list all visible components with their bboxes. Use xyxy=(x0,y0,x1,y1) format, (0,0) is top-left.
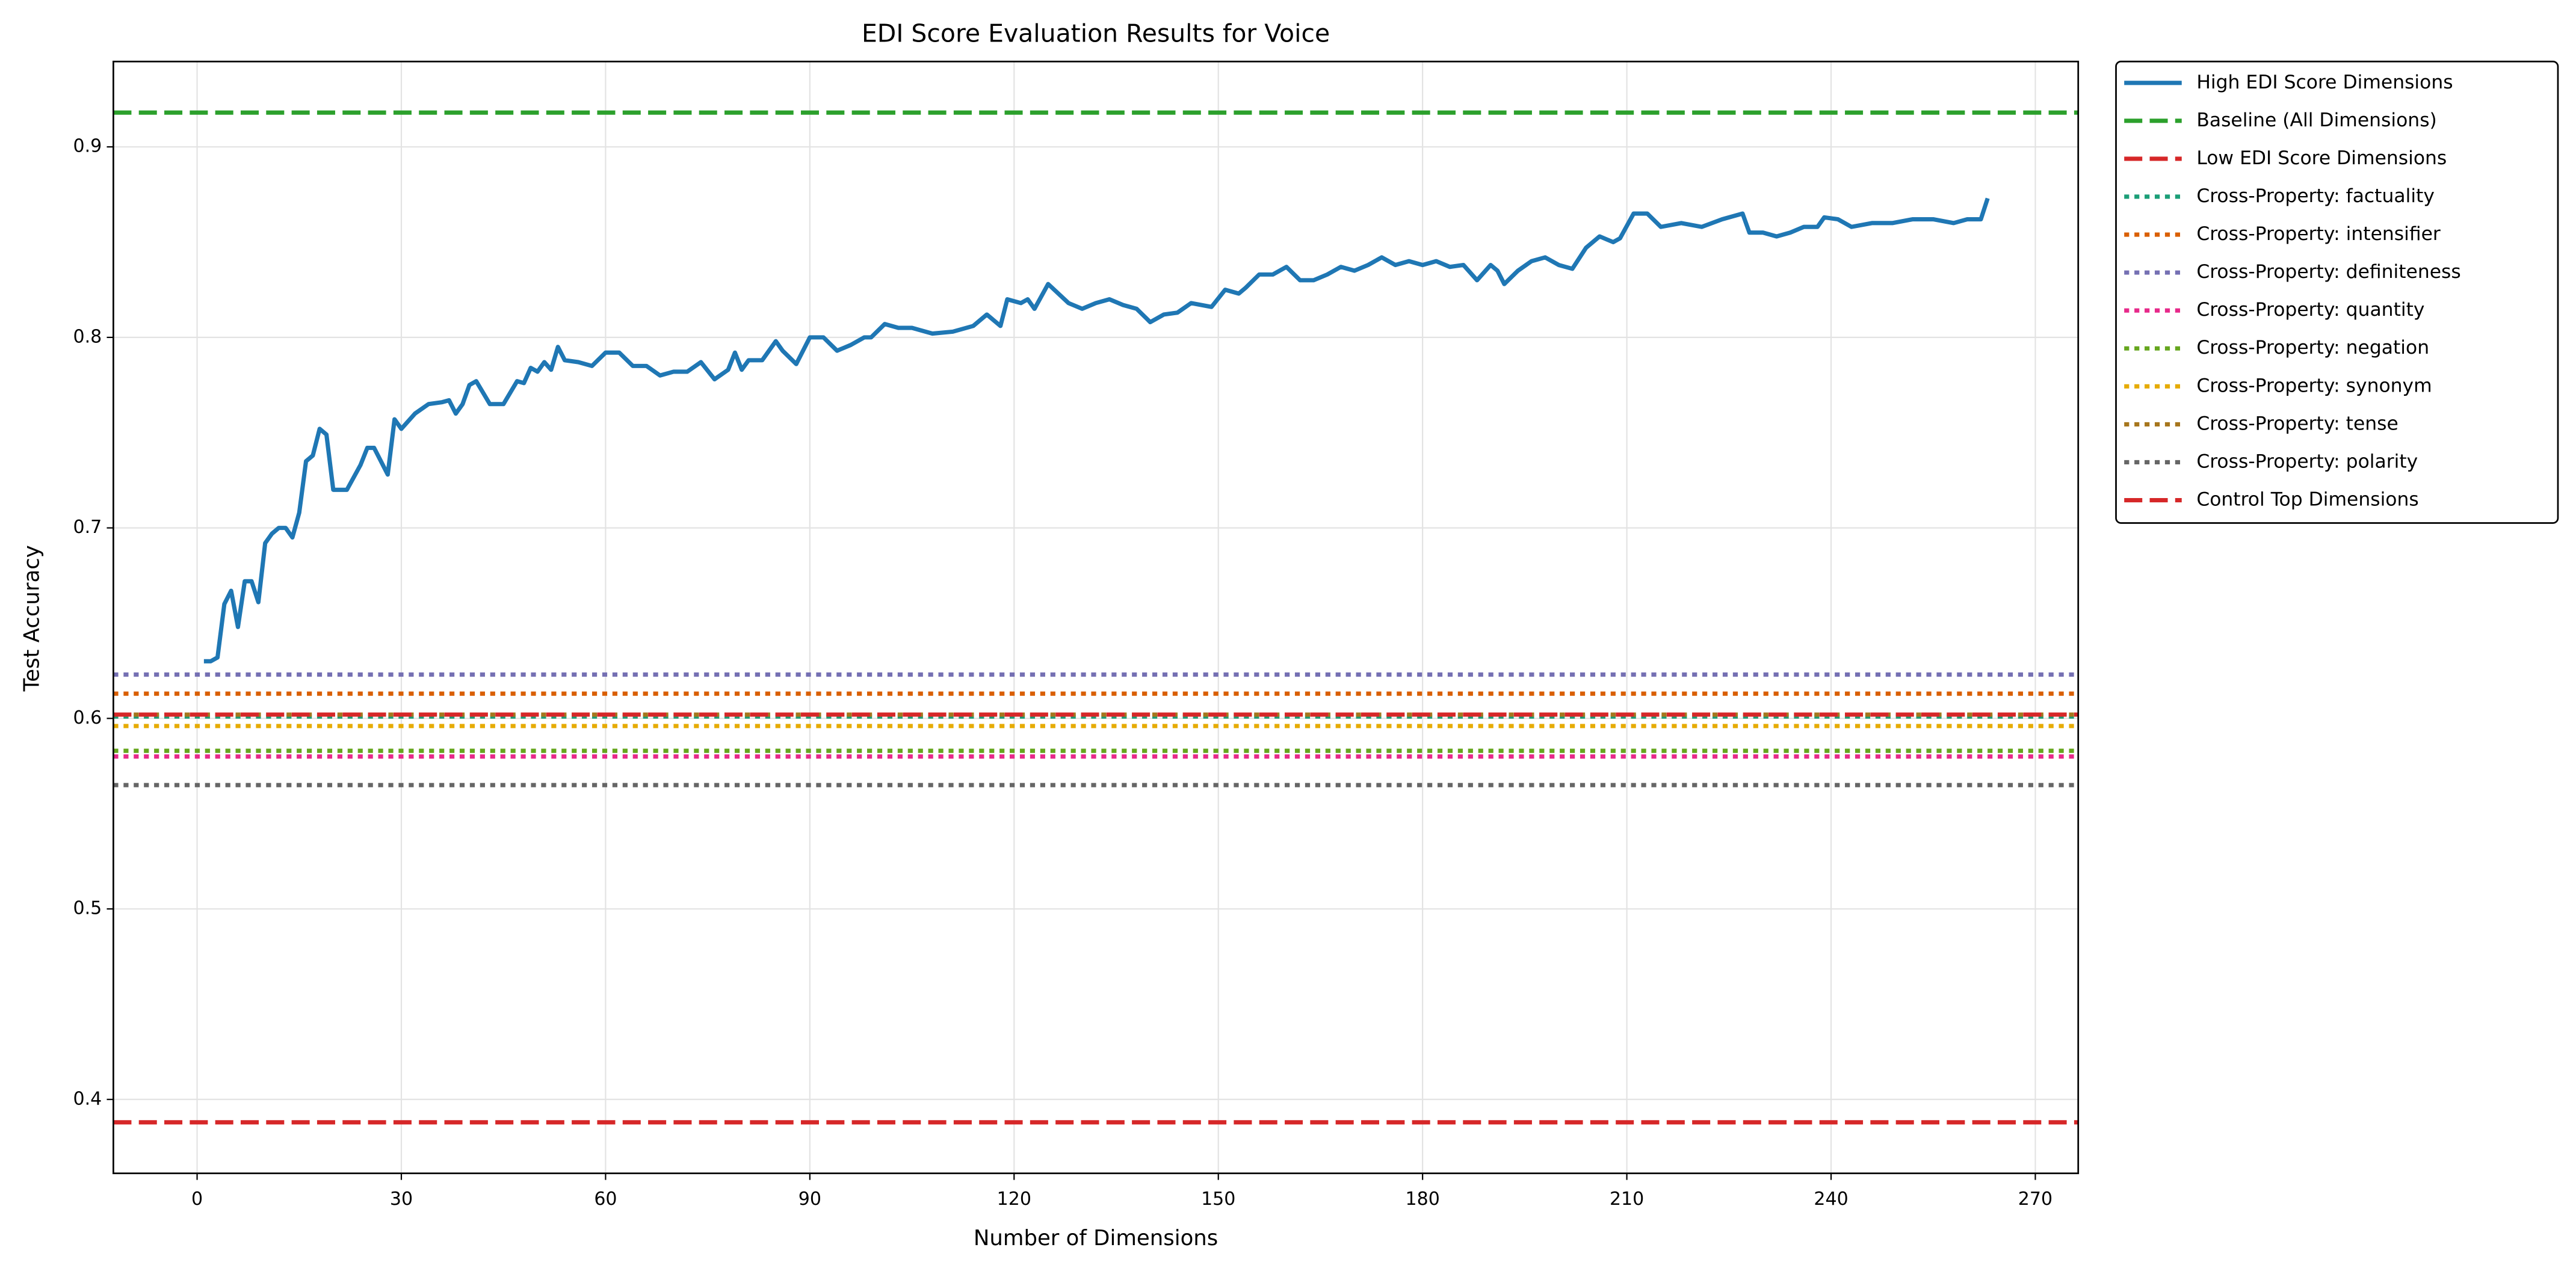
x-tick-label: 30 xyxy=(390,1189,413,1210)
x-tick-label: 150 xyxy=(1201,1189,1235,1210)
legend-label: Baseline (All Dimensions) xyxy=(2196,109,2436,131)
x-tick-label: 240 xyxy=(1814,1189,1848,1210)
plot-frame xyxy=(113,60,2080,1175)
legend-label: Cross-Property: intensifier xyxy=(2196,223,2441,245)
y-axis-label: Test Accuracy xyxy=(20,545,45,692)
y-tick-label: 0.8 xyxy=(73,326,102,347)
legend-label: Cross-Property: synonym xyxy=(2196,375,2432,396)
chart-title: EDI Score Evaluation Results for Voice xyxy=(862,19,1330,48)
legend-label: Cross-Property: tense xyxy=(2196,413,2398,434)
legend-label: High EDI Score Dimensions xyxy=(2196,72,2453,93)
y-tick-label: 0.5 xyxy=(73,898,102,919)
legend-box xyxy=(2115,60,2559,524)
legend-label: Cross-Property: quantity xyxy=(2196,299,2424,321)
y-tick-label: 0.9 xyxy=(73,136,102,157)
x-tick-label: 180 xyxy=(1406,1189,1440,1210)
x-axis-label: Number of Dimensions xyxy=(974,1226,1218,1251)
legend-label: Cross-Property: factuality xyxy=(2196,185,2435,207)
legend-label: Cross-Property: polarity xyxy=(2196,451,2418,472)
y-tick-label: 0.4 xyxy=(73,1088,102,1109)
legend-label: Cross-Property: definiteness xyxy=(2196,261,2460,283)
y-tick-label: 0.6 xyxy=(73,707,102,728)
x-tick-label: 0 xyxy=(191,1189,203,1210)
y-tick-label: 0.7 xyxy=(73,517,102,538)
legend: High EDI Score Dimensions Baseline (All D… xyxy=(2115,60,2559,524)
x-tick-label: 120 xyxy=(997,1189,1031,1210)
data-line xyxy=(203,197,1990,663)
x-tick-label: 90 xyxy=(798,1189,821,1210)
legend-label: Low EDI Score Dimensions xyxy=(2196,147,2447,169)
x-tick-label: 270 xyxy=(2018,1189,2052,1210)
x-tick-label: 60 xyxy=(594,1189,617,1210)
x-tick-label: 210 xyxy=(1610,1189,1644,1210)
legend-label: Cross-Property: negation xyxy=(2196,337,2429,359)
legend-label: Control Top Dimensions xyxy=(2196,489,2418,511)
